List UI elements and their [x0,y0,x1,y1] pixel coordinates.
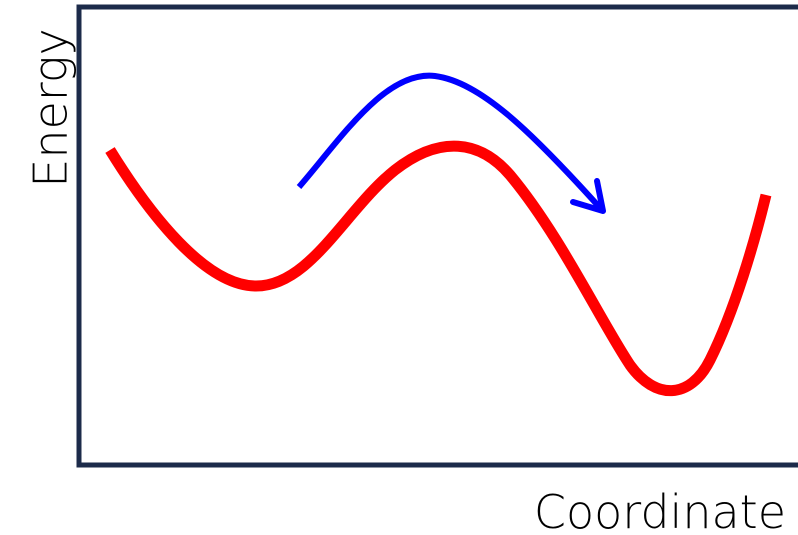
plot-frame [76,4,798,468]
transition-arrow-shaft [296,72,605,213]
x-axis-label: Coordinate [534,485,786,535]
transition-arrowhead [570,178,606,214]
energy-curve [105,140,772,397]
y-axis-label: Energy [24,28,78,187]
